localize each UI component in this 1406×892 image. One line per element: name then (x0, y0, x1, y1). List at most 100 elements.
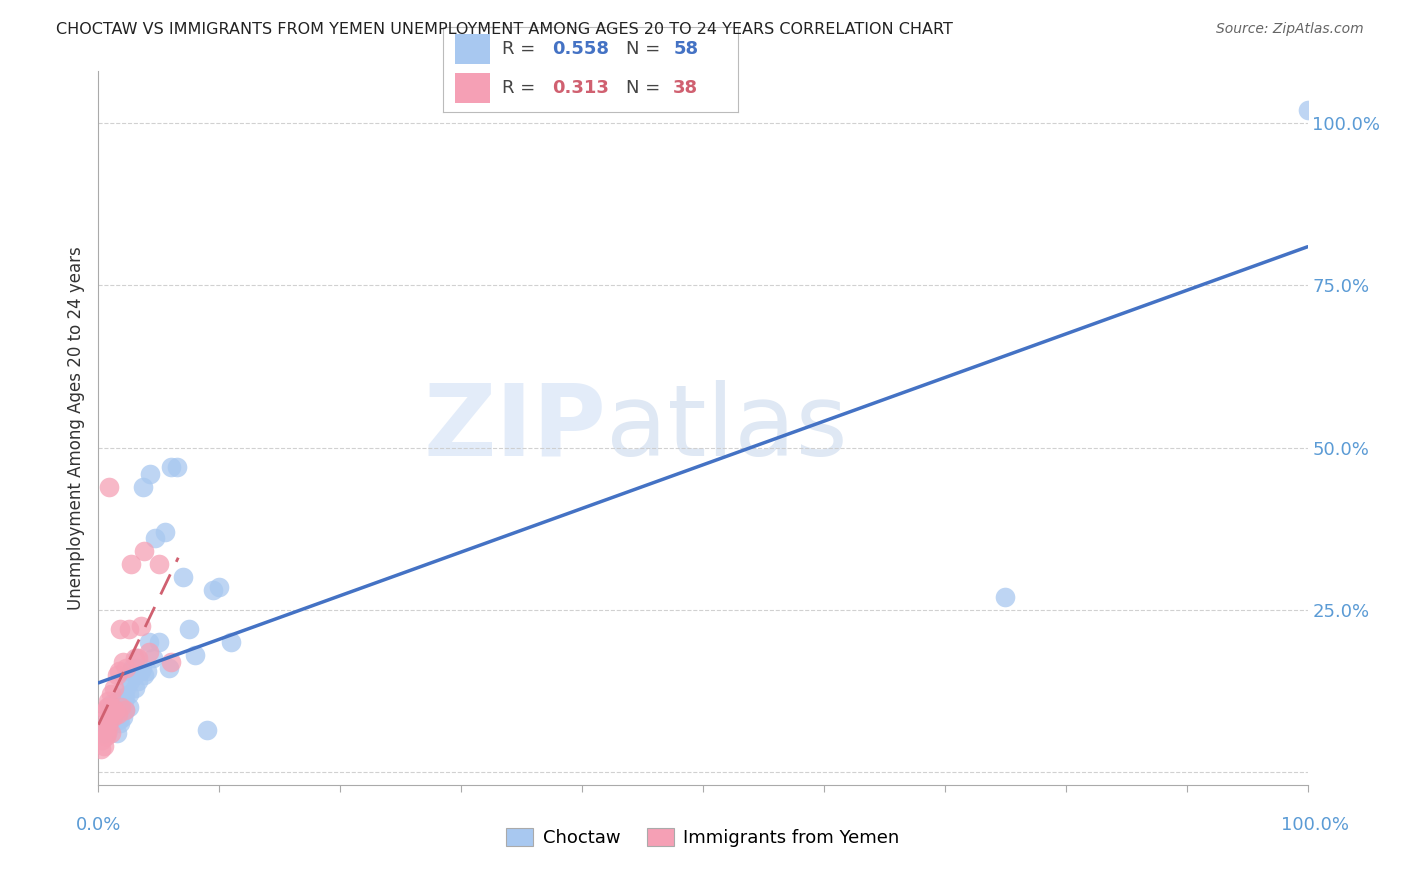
Point (91, 732, 114, 747)
Point (108, 700, 131, 714)
Point (195, 723, 218, 737)
Point (118, 622, 141, 636)
Text: Source: ZipAtlas.com: Source: ZipAtlas.com (1216, 22, 1364, 37)
Point (100, 697, 122, 711)
Point (121, 661, 143, 675)
Point (127, 651, 149, 665)
Point (994, 590, 1017, 604)
Point (138, 635, 160, 649)
Point (101, 716, 124, 731)
Point (107, 703, 129, 717)
Point (108, 622, 131, 636)
Point (129, 665, 152, 679)
Text: 100.0%: 100.0% (1281, 816, 1348, 834)
Point (111, 700, 134, 714)
Text: N =: N = (626, 40, 661, 58)
Point (166, 460, 188, 475)
Text: R =: R = (502, 78, 536, 96)
Point (100, 700, 122, 714)
Point (96, 700, 118, 714)
Text: N =: N = (626, 78, 661, 96)
Point (148, 558, 170, 572)
Point (104, 703, 127, 717)
Point (90, 742, 112, 756)
Text: 38: 38 (673, 78, 699, 96)
Point (114, 703, 136, 717)
Point (112, 693, 135, 707)
Point (111, 710, 134, 724)
Point (105, 667, 128, 681)
Point (114, 703, 136, 717)
Point (184, 648, 207, 663)
Point (100, 726, 122, 740)
Point (103, 713, 125, 727)
Point (98, 713, 121, 727)
Point (93, 713, 115, 727)
Point (93, 739, 115, 753)
Point (142, 651, 165, 665)
Text: R =: R = (502, 40, 536, 58)
Point (134, 544, 156, 558)
Point (103, 681, 125, 695)
Point (127, 674, 149, 689)
Point (129, 619, 152, 633)
Point (118, 674, 141, 689)
Point (100, 706, 122, 721)
Point (100, 703, 122, 717)
Point (108, 665, 131, 679)
Point (134, 667, 156, 681)
Point (148, 635, 170, 649)
Point (94, 703, 117, 717)
Point (111, 655, 134, 669)
Point (131, 661, 153, 675)
Point (160, 655, 183, 669)
Point (115, 661, 138, 675)
Point (100, 700, 122, 714)
Point (120, 665, 142, 679)
Point (124, 681, 146, 695)
Text: ZIP: ZIP (423, 380, 606, 476)
Point (105, 693, 128, 707)
Point (97, 720, 120, 734)
Point (98, 479, 121, 493)
Text: 0.313: 0.313 (553, 78, 609, 96)
Point (172, 570, 194, 584)
Point (105, 713, 128, 727)
Text: 0.558: 0.558 (553, 40, 609, 58)
Point (120, 558, 142, 572)
Point (114, 690, 136, 705)
Point (118, 687, 141, 701)
Point (1296, 103, 1319, 118)
Point (108, 716, 131, 731)
Point (138, 645, 160, 659)
Text: CHOCTAW VS IMMIGRANTS FROM YEMEN UNEMPLOYMENT AMONG AGES 20 TO 24 YEARS CORRELAT: CHOCTAW VS IMMIGRANTS FROM YEMEN UNEMPLO… (56, 22, 953, 37)
Point (93, 726, 115, 740)
Point (108, 713, 131, 727)
Point (97, 693, 120, 707)
Point (208, 580, 231, 594)
Point (179, 622, 201, 636)
Point (135, 665, 157, 679)
Point (221, 635, 243, 649)
Point (157, 661, 180, 675)
Point (124, 667, 146, 681)
Point (107, 706, 129, 721)
Point (132, 479, 155, 493)
Point (127, 651, 149, 665)
Point (96, 716, 118, 731)
Point (139, 467, 162, 481)
Point (101, 710, 124, 724)
Point (97, 723, 120, 737)
Bar (454, 72, 491, 103)
Point (153, 524, 176, 539)
Point (94, 729, 117, 743)
Point (100, 706, 122, 721)
Point (124, 651, 146, 665)
Point (160, 460, 183, 475)
Text: 0.0%: 0.0% (76, 816, 121, 834)
Point (115, 681, 138, 695)
Point (103, 703, 125, 717)
Text: atlas: atlas (606, 380, 848, 476)
Point (202, 583, 225, 598)
Point (96, 726, 118, 740)
